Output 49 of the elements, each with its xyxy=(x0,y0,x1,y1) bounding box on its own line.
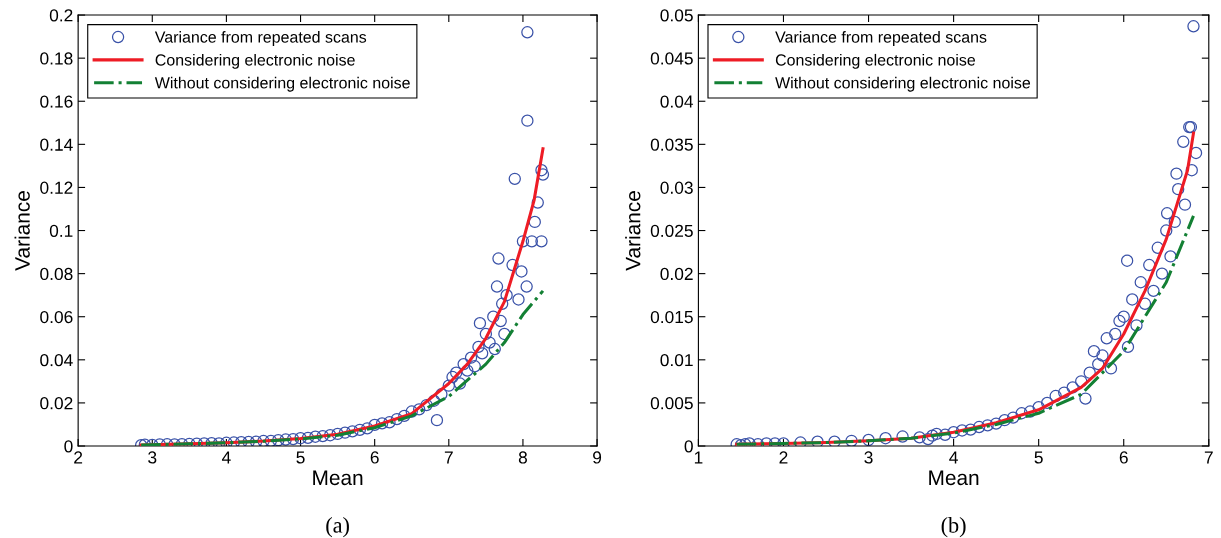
y-tick-label: 0.1 xyxy=(49,224,73,237)
y-axis-title: Variance xyxy=(14,191,30,271)
x-tick-label: 8 xyxy=(518,451,528,464)
legend-label: Without considering electronic noise xyxy=(154,76,410,92)
x-tick-label: 6 xyxy=(1119,451,1128,464)
y-tick-label: 0.16 xyxy=(40,95,73,108)
y-tick-label: 0.045 xyxy=(650,52,693,65)
x-tick-label: 2 xyxy=(74,451,83,464)
y-tick-label: 0.03 xyxy=(660,181,693,194)
x-axis-title: Mean xyxy=(929,470,979,486)
legend-label: Variance from repeated scans xyxy=(154,31,367,46)
x-axis-title: Mean xyxy=(313,470,363,486)
x-tick-label: 6 xyxy=(370,451,379,464)
x-tick-label: 7 xyxy=(444,451,453,464)
x-tick-label: 4 xyxy=(221,451,231,464)
x-tick-label: 1 xyxy=(694,451,703,464)
x-tick-label: 4 xyxy=(949,451,958,464)
y-tick-label: 0.08 xyxy=(40,267,73,281)
y-tick-label: 0.035 xyxy=(650,138,693,151)
y-tick-label: 0.01 xyxy=(660,353,693,367)
x-tick-label: 3 xyxy=(148,451,157,464)
x-tick-label: 5 xyxy=(296,451,305,464)
y-tick-label: 0.06 xyxy=(40,310,73,324)
x-tick-label: 7 xyxy=(1204,451,1213,464)
y-tick-label: 0 xyxy=(64,440,73,453)
y-tick-label: 0.14 xyxy=(40,138,73,151)
y-tick-label: 0.18 xyxy=(40,52,73,65)
y-axis-title: Variance xyxy=(625,191,641,271)
x-tick-label: 3 xyxy=(864,451,873,464)
x-tick-label: 5 xyxy=(1034,451,1043,464)
y-tick-label: 0.2 xyxy=(49,9,73,22)
legend-label: Without considering electronic noise xyxy=(775,76,1031,92)
legend-label: Considering electronic noise xyxy=(775,53,976,69)
y-tick-label: 0.04 xyxy=(40,353,73,367)
y-tick-label: 0.02 xyxy=(660,267,693,281)
x-tick-label: 9 xyxy=(593,451,602,464)
y-tick-label: 0.05 xyxy=(660,9,693,22)
y-tick-label: 0 xyxy=(684,440,693,453)
text: (b) xyxy=(941,517,966,538)
text: (a) xyxy=(326,517,349,538)
legend-label: Variance from repeated scans xyxy=(775,31,987,46)
y-tick-label: 0.025 xyxy=(650,224,693,237)
y-tick-label: 0.12 xyxy=(40,181,73,194)
y-tick-label: 0.005 xyxy=(650,397,693,410)
y-tick-label: 0.02 xyxy=(40,397,73,410)
legend-label: Considering electronic noise xyxy=(155,53,355,69)
y-tick-label: 0.04 xyxy=(660,95,694,108)
y-tick-label: 0.015 xyxy=(650,310,693,324)
x-tick-label: 2 xyxy=(779,451,788,464)
